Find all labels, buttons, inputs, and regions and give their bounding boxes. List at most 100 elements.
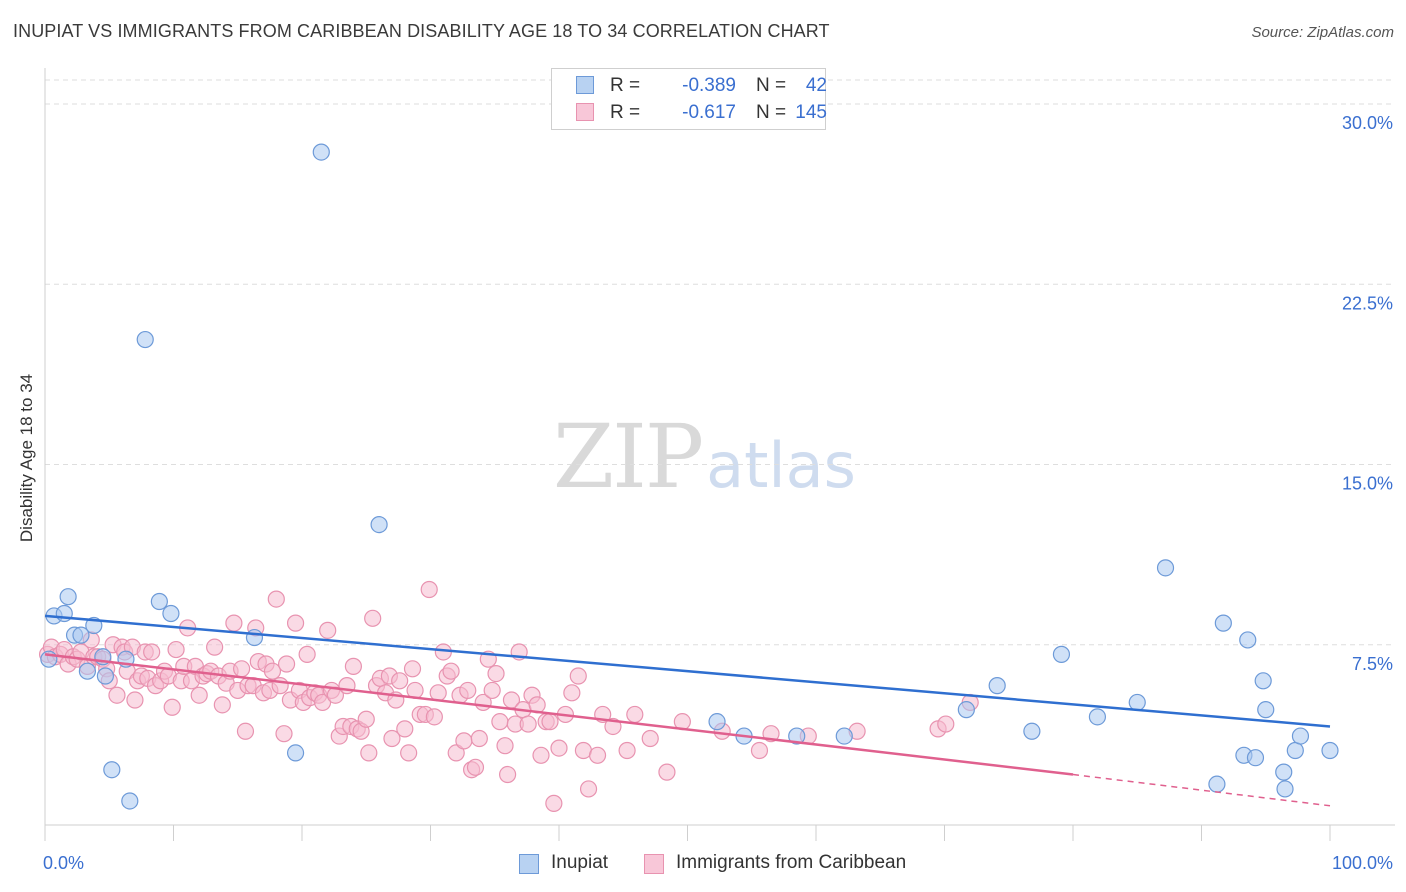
inupiat-point <box>245 628 264 647</box>
inupiat-point <box>103 761 121 779</box>
n-value: 145 <box>795 102 827 123</box>
caribbean-point <box>319 621 337 639</box>
inupiat-point <box>136 330 154 349</box>
caribbean-point <box>519 715 537 733</box>
caribbean-point <box>275 725 293 743</box>
caribbean-point <box>491 713 509 731</box>
caribbean-swatch <box>576 103 594 121</box>
caribbean-point <box>434 643 452 661</box>
caribbean-point <box>357 710 375 728</box>
inupiat-point <box>1276 780 1294 798</box>
inupiat-point <box>150 592 168 611</box>
inupiat-point <box>1246 749 1265 767</box>
caribbean-point <box>541 713 559 731</box>
x-tick-label: 0.0% <box>43 853 84 873</box>
caribbean-point <box>108 686 126 704</box>
inupiat-point <box>1128 693 1146 712</box>
legend-label: Inupiat <box>551 852 609 873</box>
inupiat-point <box>1275 763 1293 781</box>
inupiat-point <box>1052 645 1071 663</box>
inupiat-point <box>988 677 1006 695</box>
series-legend: Inupiat Immigrants from Caribbean <box>0 852 1406 876</box>
caribbean-point <box>396 720 414 738</box>
inupiat-legend-swatch <box>519 854 539 874</box>
caribbean-point <box>499 765 517 784</box>
caribbean-point <box>483 681 501 700</box>
caribbean-point <box>442 662 460 680</box>
y-tick-label: 30.0% <box>1342 113 1393 133</box>
caribbean-point <box>563 684 581 702</box>
caribbean-point <box>550 739 568 757</box>
n-value: 42 <box>805 75 827 96</box>
caribbean-point <box>496 737 514 755</box>
inupiat-point <box>370 515 388 534</box>
caribbean-point <box>626 705 644 724</box>
caribbean-point <box>233 660 251 678</box>
caribbean-point <box>420 580 438 599</box>
caribbean-point <box>206 638 224 656</box>
n-label: N = <box>756 102 787 123</box>
chart-title: INUPIAT VS IMMIGRANTS FROM CARIBBEAN DIS… <box>13 21 830 41</box>
caribbean-point <box>286 614 305 632</box>
inupiat-point <box>1286 741 1304 760</box>
inupiat-point <box>1088 708 1107 726</box>
caribbean-point <box>263 662 282 680</box>
caribbean-point <box>364 609 382 627</box>
y-tick-label: 15.0% <box>1342 474 1393 494</box>
r-label: R = <box>610 102 641 123</box>
caribbean-point <box>455 732 473 750</box>
inupiat-point <box>708 713 726 731</box>
inupiat-point <box>59 588 77 606</box>
caribbean-point <box>391 672 409 690</box>
caribbean-point <box>298 645 316 663</box>
inupiat-trend-line <box>44 614 1331 728</box>
inupiat-point <box>1208 775 1226 793</box>
caribbean-point <box>618 741 636 760</box>
inupiat-point <box>788 727 806 745</box>
caribbean-point <box>545 794 563 812</box>
inupiat-point <box>1156 559 1175 577</box>
caribbean-point <box>267 590 285 608</box>
inupiat-point <box>96 667 114 685</box>
caribbean-point <box>937 715 955 733</box>
inupiat-point <box>1321 741 1339 760</box>
inupiat-point <box>957 701 975 719</box>
caribbean-point <box>190 686 208 704</box>
caribbean-point <box>143 643 161 661</box>
caribbean-point <box>447 744 465 762</box>
caribbean-point <box>360 744 378 762</box>
inupiat-point <box>121 792 139 810</box>
source-credit: Source: ZipAtlas.com <box>1251 24 1394 41</box>
y-tick-label: 22.5% <box>1342 293 1393 313</box>
inupiat-point <box>1239 631 1257 649</box>
caribbean-point <box>344 657 362 675</box>
caribbean-point <box>213 696 231 714</box>
n-label: N = <box>756 75 787 96</box>
caribbean-point <box>588 746 607 764</box>
inupiat-point <box>1214 614 1232 632</box>
caribbean-point <box>470 729 488 748</box>
legend-label: Immigrants from Caribbean <box>676 852 907 873</box>
y-tick-label: 7.5% <box>1352 654 1393 674</box>
caribbean-point <box>403 660 422 678</box>
inupiat-point <box>1023 722 1041 740</box>
caribbean-point <box>383 729 401 748</box>
caribbean-point <box>313 693 332 712</box>
inupiat-point <box>162 604 180 623</box>
caribbean-point <box>466 758 485 776</box>
inupiat-point <box>312 143 330 161</box>
caribbean-point <box>236 722 255 740</box>
inupiat-point <box>286 744 305 762</box>
caribbean-trend-line <box>44 653 1074 776</box>
caribbean-point <box>400 744 418 762</box>
caribbean-legend-swatch <box>644 854 664 874</box>
caribbean-point <box>532 746 550 764</box>
inupiat-point <box>72 626 90 644</box>
caribbean-point <box>225 614 243 632</box>
caribbean-point <box>167 640 185 659</box>
caribbean-point <box>126 691 144 709</box>
r-value: -0.617 <box>682 102 736 123</box>
caribbean-point <box>579 780 598 798</box>
caribbean-point <box>569 667 587 685</box>
